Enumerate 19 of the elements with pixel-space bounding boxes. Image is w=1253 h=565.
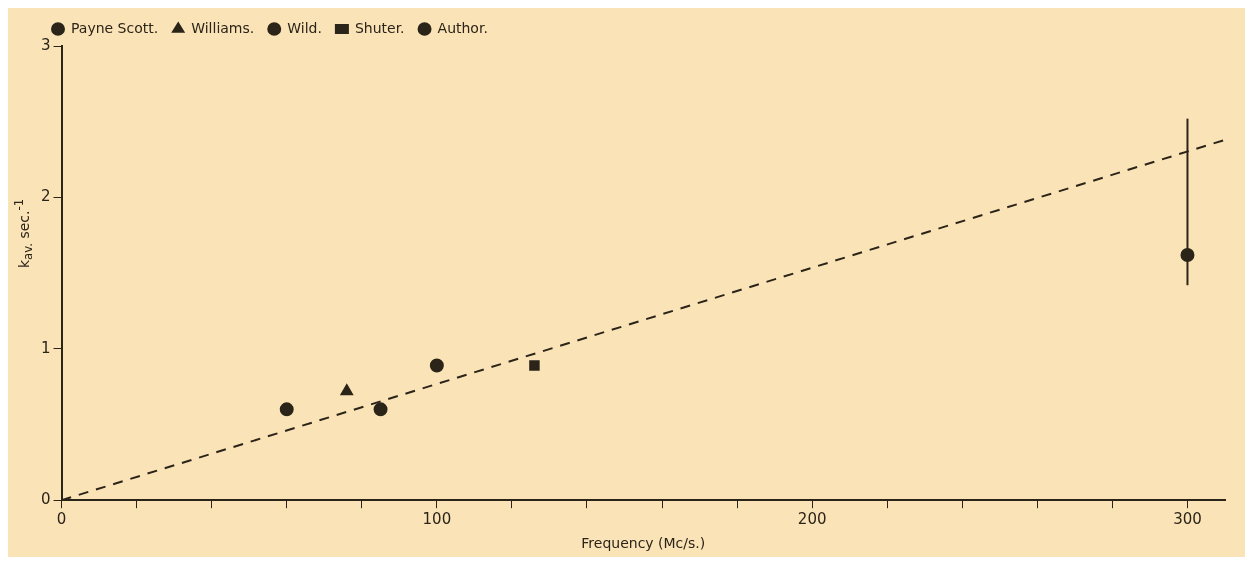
point <box>373 402 388 417</box>
y-tick-label: 1 <box>41 338 51 357</box>
legend-label: Payne Scott. <box>71 19 159 36</box>
point <box>429 358 444 373</box>
legend-label: Williams. <box>191 19 255 36</box>
legend-label: Wild. <box>287 19 322 36</box>
x-tick-label: 0 <box>56 510 67 529</box>
legend-label: Author. <box>437 19 488 36</box>
legend-label: Shuter. <box>354 19 405 36</box>
point <box>279 402 294 417</box>
x-tick-label: 300 <box>1173 510 1202 529</box>
x-tick-label: 100 <box>422 510 452 529</box>
point <box>529 360 540 371</box>
x-tick-label: 200 <box>797 510 827 529</box>
y-tick-label: 3 <box>41 35 51 54</box>
point <box>340 384 353 396</box>
y-tick-label: 0 <box>41 490 51 509</box>
x-axis-title: Frequency (Mc/s.) <box>581 535 706 552</box>
y-tick-label: 2 <box>41 187 51 206</box>
